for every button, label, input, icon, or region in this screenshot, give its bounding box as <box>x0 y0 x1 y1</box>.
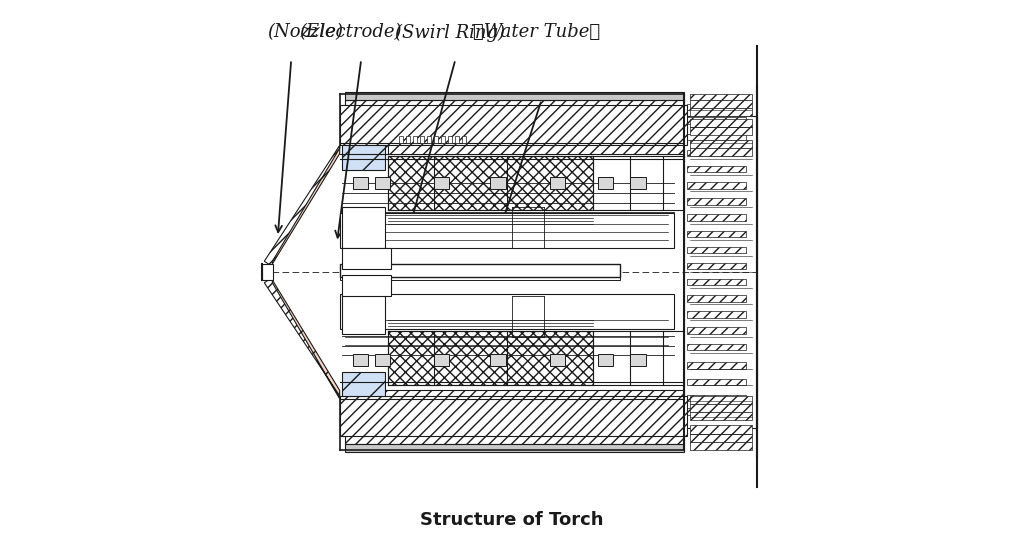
Bar <box>690 94 752 100</box>
Bar <box>550 354 565 366</box>
Bar <box>687 198 746 205</box>
Bar <box>687 214 746 221</box>
Bar <box>690 140 752 148</box>
Bar <box>684 116 757 428</box>
Bar <box>687 327 746 334</box>
Bar <box>687 295 746 301</box>
Polygon shape <box>272 145 340 264</box>
Bar <box>490 177 506 189</box>
Bar <box>342 372 385 396</box>
Bar <box>413 137 417 143</box>
Bar <box>687 344 746 350</box>
Text: （Water Tube）: （Water Tube） <box>473 23 600 41</box>
Bar <box>441 137 445 143</box>
Bar <box>353 354 369 366</box>
Bar <box>598 354 613 366</box>
Bar <box>690 412 752 420</box>
Bar <box>687 263 746 269</box>
Bar <box>345 444 684 453</box>
Bar <box>687 118 746 124</box>
Polygon shape <box>272 280 340 399</box>
Bar <box>340 396 687 436</box>
Bar <box>388 156 593 210</box>
Text: Structure of Torch: Structure of Torch <box>420 511 604 529</box>
Polygon shape <box>264 145 340 267</box>
Bar <box>687 150 746 156</box>
Bar <box>690 434 752 442</box>
Bar <box>342 275 391 296</box>
Bar <box>345 91 684 100</box>
Bar <box>690 396 752 404</box>
Bar <box>420 137 424 143</box>
Bar <box>550 177 565 189</box>
Bar <box>345 100 684 153</box>
Bar <box>687 246 746 253</box>
Bar <box>388 331 593 385</box>
Bar <box>434 354 449 366</box>
Bar <box>687 379 746 385</box>
Bar <box>342 207 385 248</box>
Text: (Electrode): (Electrode) <box>299 23 401 41</box>
Bar <box>462 137 466 143</box>
Bar <box>353 177 369 189</box>
Bar <box>690 108 752 116</box>
Text: (Swirl Ring): (Swirl Ring) <box>395 23 505 41</box>
Bar <box>687 311 746 318</box>
Bar <box>690 425 752 434</box>
Bar <box>687 104 746 110</box>
Bar <box>340 264 620 280</box>
Bar <box>342 248 391 269</box>
Text: (Nozzle): (Nozzle) <box>267 23 343 41</box>
Bar <box>687 134 746 140</box>
Bar <box>490 354 506 366</box>
Bar <box>687 231 746 237</box>
Bar <box>690 148 752 156</box>
Bar <box>342 145 385 170</box>
Bar <box>434 137 438 143</box>
Bar <box>631 177 645 189</box>
Bar <box>687 279 746 286</box>
Bar <box>340 294 674 329</box>
Bar <box>342 294 385 334</box>
Polygon shape <box>264 277 340 399</box>
Bar <box>455 137 459 143</box>
Bar <box>340 264 620 277</box>
Bar <box>375 354 390 366</box>
Bar <box>687 395 746 401</box>
Bar <box>690 404 752 412</box>
Bar <box>399 137 403 143</box>
Bar <box>340 105 687 145</box>
Bar <box>690 442 752 450</box>
Bar <box>690 119 752 127</box>
Bar <box>690 127 752 135</box>
Bar <box>375 177 390 189</box>
Bar <box>434 177 449 189</box>
Bar <box>261 264 273 280</box>
Bar <box>340 213 674 248</box>
Bar <box>690 100 752 108</box>
Bar <box>687 166 746 172</box>
Bar <box>687 408 746 415</box>
Bar <box>598 177 613 189</box>
Bar <box>427 137 431 143</box>
Bar <box>687 182 746 189</box>
Bar <box>447 137 453 143</box>
Bar <box>687 362 746 369</box>
Bar <box>631 354 645 366</box>
Bar <box>406 137 411 143</box>
Bar <box>345 391 684 444</box>
